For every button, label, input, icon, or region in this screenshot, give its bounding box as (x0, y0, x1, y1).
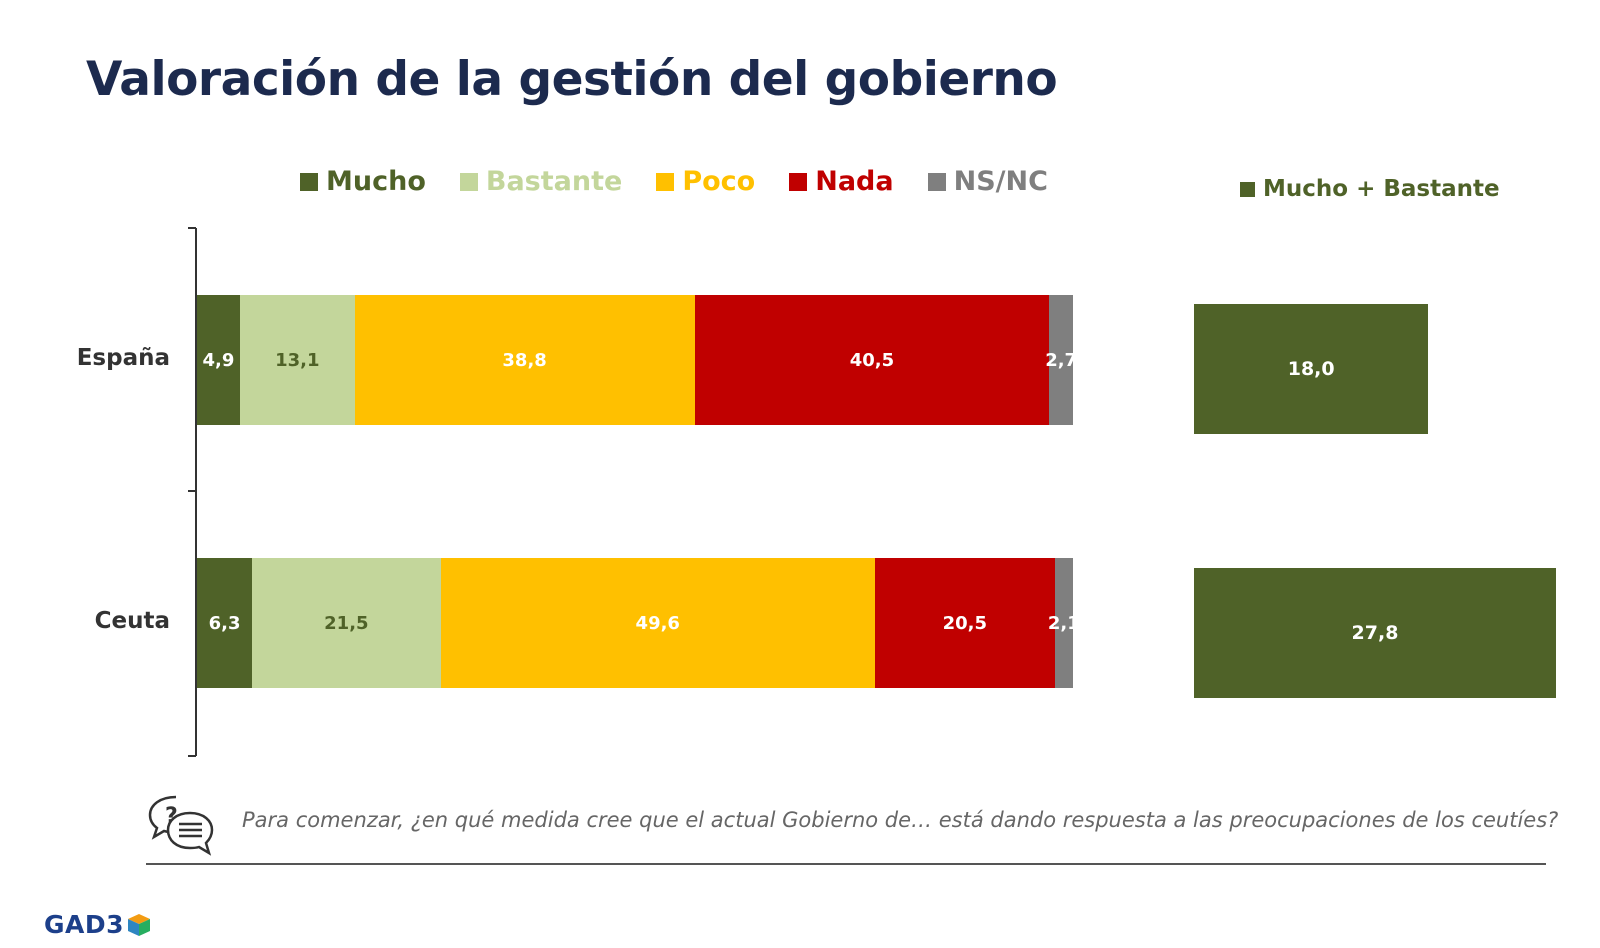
legend-item: Nada (789, 166, 894, 197)
legend-label: Bastante (485, 166, 623, 197)
chart-title: Valoración de la gestión del gobierno (86, 52, 1058, 107)
bar-segment: 2,1 (1048, 558, 1080, 688)
legend-swatch (1240, 181, 1255, 197)
legend-item: NS/NC (927, 166, 1048, 197)
legend-label: Nada (815, 166, 894, 197)
legend-swatch (459, 172, 478, 191)
bar-segment: 4,9 (197, 295, 240, 425)
stacked-legend: Mucho Bastante Poco Nada NS/NC (300, 166, 1082, 197)
sum-legend: Mucho + Bastante (1240, 176, 1500, 202)
bar-segment: 40,5 (694, 295, 1050, 425)
legend-label: Mucho (326, 166, 426, 197)
bar-segment: 38,8 (354, 295, 695, 425)
legend-item: Poco (656, 166, 755, 197)
gad3-logo: GAD3 (44, 910, 151, 939)
legend-swatch (789, 172, 808, 191)
legend-label: Poco (682, 166, 756, 197)
cube-icon (128, 913, 151, 936)
category-axis (195, 228, 197, 756)
bar-segment: 2,7 (1045, 295, 1077, 425)
sum-bar: 27,8 (1194, 568, 1556, 698)
bar-segment: 21,5 (252, 558, 441, 688)
category-label: Ceuta (94, 608, 170, 634)
legend-swatch (927, 172, 946, 191)
axis-tick (188, 755, 196, 757)
question-chat-icon: ? (148, 795, 214, 856)
legend-label: Mucho + Bastante (1263, 176, 1500, 202)
bar-segment: 49,6 (440, 558, 875, 688)
legend-item: Bastante (459, 166, 623, 197)
bar-row: 6,3 21,5 49,6 20,5 2,1 (197, 558, 1080, 688)
sum-bar: 18,0 (1194, 304, 1429, 434)
bar-row: 4,9 13,1 38,8 40,5 2,7 (197, 295, 1077, 425)
legend-item: Mucho (300, 166, 426, 197)
survey-question: Para comenzar, ¿en qué medida cree que e… (242, 808, 1559, 832)
axis-tick (188, 490, 196, 492)
legend-label: NS/NC (953, 166, 1048, 197)
bar-segment: 6,3 (197, 558, 253, 688)
divider (146, 863, 1546, 865)
logo-text: GAD3 (44, 910, 125, 939)
bar-segment: 13,1 (239, 295, 355, 425)
legend-swatch (656, 172, 675, 191)
bar-segment: 20,5 (875, 558, 1055, 688)
axis-tick (188, 227, 196, 229)
legend-swatch (300, 172, 318, 191)
category-label: España (76, 345, 170, 371)
